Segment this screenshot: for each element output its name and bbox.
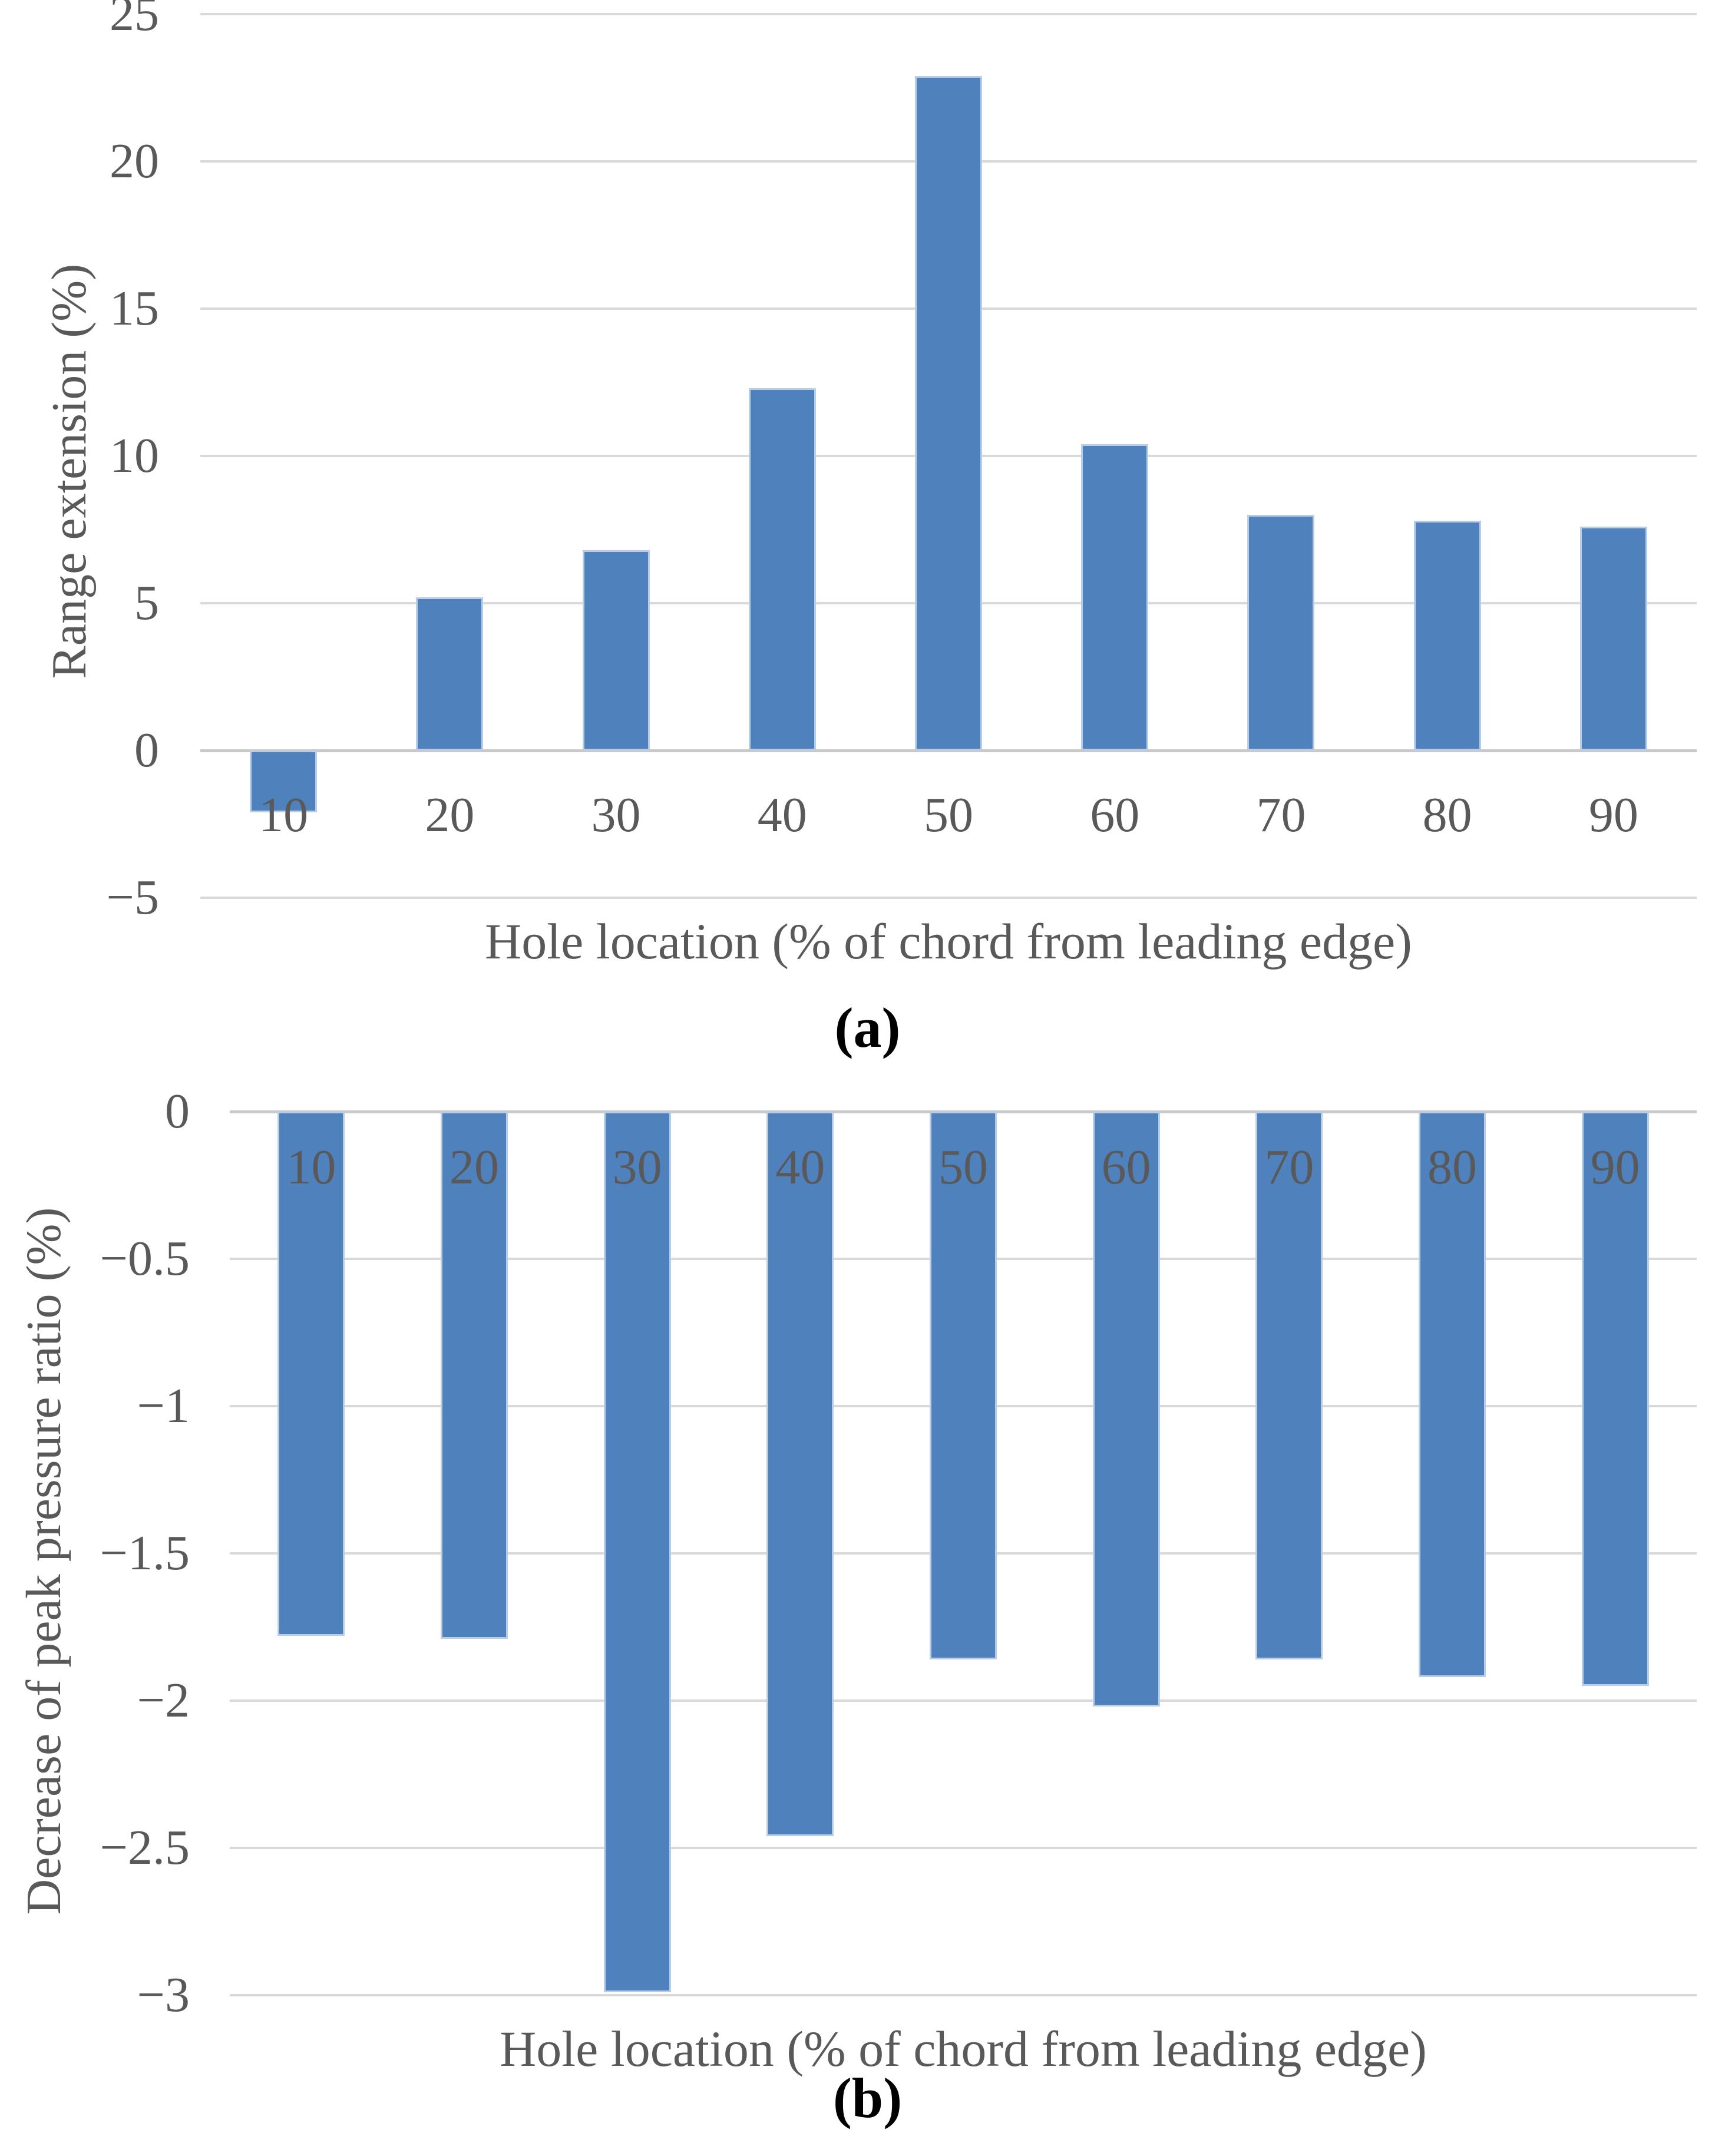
chart-a-y-tick-label: 0 [134,723,159,778]
chart-b-category-label: 40 [775,1140,825,1195]
chart-a-y-tick-label: 25 [110,0,159,41]
chart-b-category-label: 10 [286,1140,336,1195]
chart-b-bar-70 [1255,1112,1323,1659]
chart-a-bar-80 [1413,521,1481,750]
chart-a-y-tick-label: 20 [110,134,159,189]
chart-b-category-label: 70 [1264,1140,1314,1195]
chart-b-y-tick-label: −3 [137,1967,190,2022]
chart-b-y-tick-label: −1.5 [100,1526,190,1580]
chart-a-bar-50 [915,76,982,750]
chart-b-y-tick-label: 0 [165,1084,190,1139]
chart-b-x-axis-title: Hole location (% of chord from leading e… [500,2021,1427,2077]
chart-b-bar-50 [930,1112,997,1659]
chart-a-gridline [200,749,1697,752]
chart-b-bar-30 [603,1112,671,1992]
chart-b-gridline [230,1699,1697,1702]
chart-a-bar-40 [748,388,816,750]
chart-a-category-label: 80 [1422,788,1472,842]
chart-a-category-label: 60 [1090,788,1140,842]
chart-b-bar-20 [441,1112,508,1639]
chart-b-category-label: 90 [1590,1140,1640,1195]
chart-b-bar-90 [1581,1112,1649,1686]
chart-a-bar-30 [582,550,650,750]
chart-a-bar-20 [416,597,484,750]
chart-a-category-label: 10 [259,788,309,842]
chart-b-category-label: 60 [1101,1140,1151,1195]
chart-b-y-tick-label: −2 [137,1673,190,1728]
chart-a-category-label: 90 [1588,788,1638,842]
chart-a-y-tick-label: 10 [110,428,159,483]
chart-b-y-tick-label: −2.5 [100,1820,190,1875]
chart-a-category-label: 70 [1256,788,1306,842]
chart-b-bar-60 [1092,1112,1160,1707]
chart-a-gridline [200,897,1697,899]
chart-b-caption: (b) [832,2066,903,2129]
chart-a-bar-60 [1081,444,1149,750]
chart-b-category-label: 80 [1427,1140,1477,1195]
chart-b-bar-10 [277,1112,345,1636]
chart-b-y-tick-label: −0.5 [100,1231,190,1286]
chart-a-y-tick-label: −5 [106,870,159,925]
chart-b-bar-80 [1419,1112,1486,1677]
chart-b-bar-40 [766,1112,834,1836]
chart-a-bar-90 [1579,527,1647,750]
chart-a-bar-10 [250,750,318,812]
chart-a-category-label: 50 [924,788,973,842]
chart-a-category-label: 20 [425,788,475,842]
chart-a-y-tick-label: 5 [134,576,159,630]
chart-a-category-label: 30 [591,788,641,842]
chart-b-category-label: 30 [612,1140,662,1195]
chart-a-gridline [200,13,1697,15]
chart-b-y-tick-label: −1 [137,1378,190,1433]
chart-a-x-axis-title: Hole location (% of chord from leading e… [485,913,1412,970]
chart-a-y-tick-label: 15 [110,281,159,336]
chart-a-bar-70 [1247,515,1315,750]
chart-b-gridline [230,1847,1697,1849]
chart-b-category-label: 50 [938,1140,988,1195]
chart-a-caption: (a) [834,996,901,1059]
chart-b-gridline [230,1994,1697,1996]
chart-b-category-label: 20 [450,1140,499,1195]
chart-a-category-label: 40 [757,788,807,842]
